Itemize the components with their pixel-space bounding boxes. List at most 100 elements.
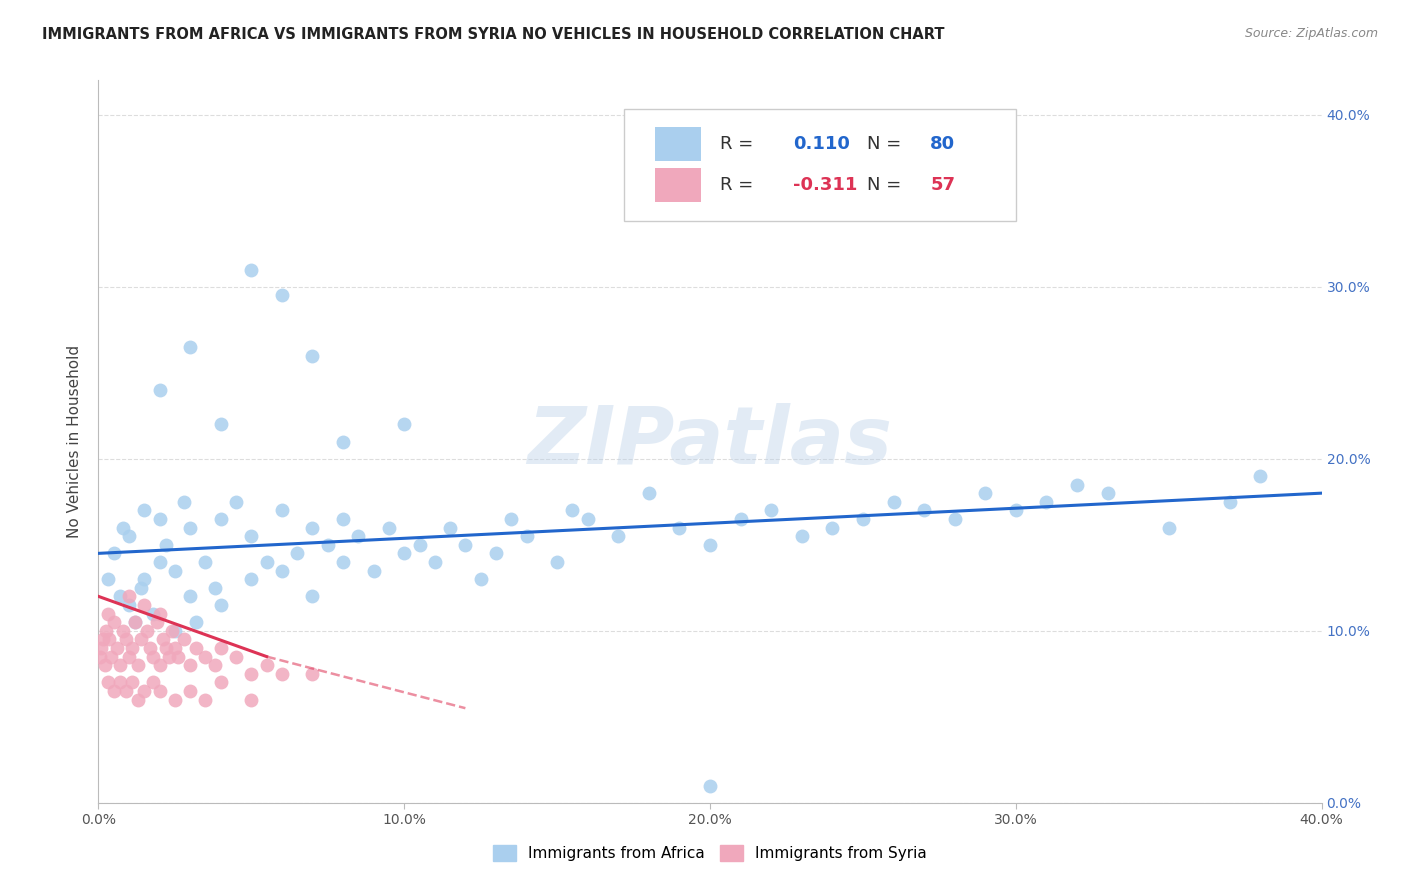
- Point: [179, 590, 201, 604]
- Point: [1219, 494, 1241, 508]
- Point: [470, 572, 492, 586]
- Point: [1004, 503, 1026, 517]
- Point: [111, 520, 134, 534]
- Point: [240, 262, 263, 277]
- Point: [546, 555, 568, 569]
- Point: [134, 572, 156, 586]
- Point: [270, 666, 294, 681]
- Point: [129, 581, 152, 595]
- Point: [167, 649, 190, 664]
- Point: [363, 564, 385, 578]
- Point: [127, 658, 149, 673]
- Point: [240, 692, 263, 706]
- Point: [139, 640, 162, 655]
- FancyBboxPatch shape: [655, 127, 702, 161]
- Legend: Immigrants from Africa, Immigrants from Syria: Immigrants from Africa, Immigrants from …: [486, 839, 934, 867]
- Point: [124, 615, 146, 630]
- Point: [115, 632, 138, 647]
- Point: [103, 684, 125, 698]
- Point: [108, 658, 131, 673]
- Point: [454, 538, 477, 552]
- Point: [149, 658, 172, 673]
- Point: [1035, 494, 1057, 508]
- Point: [270, 288, 294, 302]
- Text: ZIPatlas: ZIPatlas: [527, 402, 893, 481]
- Point: [108, 675, 131, 690]
- Point: [163, 564, 186, 578]
- Point: [118, 529, 141, 543]
- Point: [118, 590, 141, 604]
- Point: [129, 632, 152, 647]
- Point: [209, 512, 232, 526]
- Point: [1250, 469, 1272, 483]
- Point: [142, 607, 165, 621]
- Point: [761, 503, 783, 517]
- Point: [576, 512, 599, 526]
- Point: [157, 649, 180, 664]
- Point: [179, 658, 201, 673]
- Point: [790, 529, 813, 543]
- Point: [240, 666, 263, 681]
- Point: [256, 555, 278, 569]
- Text: N =: N =: [866, 176, 907, 194]
- Point: [94, 624, 117, 638]
- Point: [821, 520, 844, 534]
- Point: [501, 512, 523, 526]
- Point: [332, 512, 354, 526]
- Point: [240, 529, 263, 543]
- FancyBboxPatch shape: [624, 109, 1015, 221]
- Point: [392, 546, 416, 560]
- Text: R =: R =: [720, 176, 759, 194]
- Point: [730, 512, 752, 526]
- Point: [91, 632, 114, 647]
- Point: [136, 624, 159, 638]
- Point: [194, 555, 217, 569]
- Point: [121, 675, 143, 690]
- Point: [204, 658, 226, 673]
- Point: [270, 564, 294, 578]
- Point: [111, 624, 134, 638]
- Point: [316, 538, 339, 552]
- Point: [240, 572, 263, 586]
- Point: [97, 675, 120, 690]
- Point: [108, 590, 131, 604]
- Point: [93, 658, 115, 673]
- Point: [186, 615, 208, 630]
- Point: [883, 494, 905, 508]
- Point: [301, 520, 323, 534]
- Point: [103, 546, 125, 560]
- Text: 0.110: 0.110: [793, 135, 851, 153]
- Point: [118, 649, 141, 664]
- Point: [209, 640, 232, 655]
- Point: [134, 598, 156, 612]
- Text: R =: R =: [720, 135, 759, 153]
- Point: [1097, 486, 1119, 500]
- Point: [301, 590, 323, 604]
- Point: [179, 520, 201, 534]
- Text: -0.311: -0.311: [793, 176, 858, 194]
- Point: [149, 684, 172, 698]
- Point: [561, 503, 583, 517]
- Point: [204, 581, 226, 595]
- Text: N =: N =: [866, 135, 907, 153]
- Point: [127, 692, 149, 706]
- Point: [912, 503, 935, 517]
- Point: [163, 624, 186, 638]
- Point: [134, 684, 156, 698]
- Text: 57: 57: [931, 176, 955, 194]
- Point: [163, 640, 186, 655]
- Text: Source: ZipAtlas.com: Source: ZipAtlas.com: [1244, 27, 1378, 40]
- Point: [97, 607, 120, 621]
- Point: [179, 684, 201, 698]
- FancyBboxPatch shape: [655, 168, 702, 202]
- Point: [186, 640, 208, 655]
- Point: [152, 632, 174, 647]
- Point: [173, 494, 195, 508]
- Point: [378, 520, 401, 534]
- Point: [149, 512, 172, 526]
- Text: IMMIGRANTS FROM AFRICA VS IMMIGRANTS FROM SYRIA NO VEHICLES IN HOUSEHOLD CORRELA: IMMIGRANTS FROM AFRICA VS IMMIGRANTS FRO…: [42, 27, 945, 42]
- Point: [105, 640, 128, 655]
- Point: [121, 640, 143, 655]
- Point: [173, 632, 195, 647]
- Point: [408, 538, 430, 552]
